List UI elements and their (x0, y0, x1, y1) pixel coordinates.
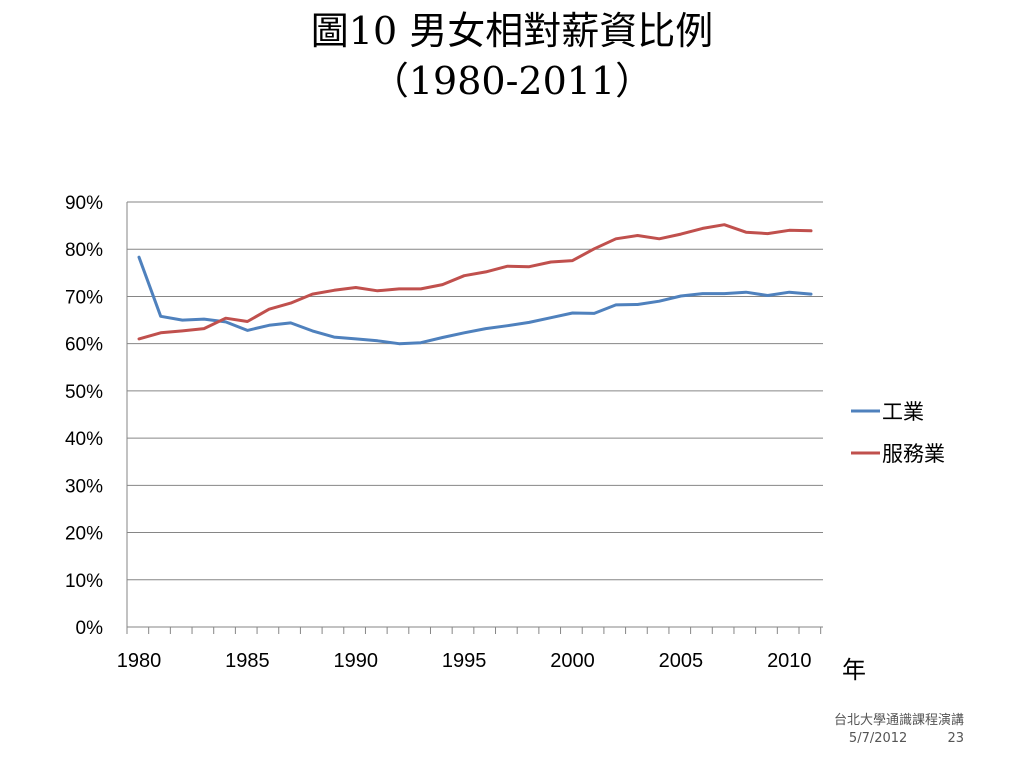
title-line-2: （1980-2011） (370, 59, 654, 103)
y-tick-label: 80% (65, 240, 103, 261)
y-tick-label: 60% (65, 335, 103, 356)
x-tick-label: 1990 (334, 650, 379, 672)
legend-label: 工業 (882, 400, 924, 424)
slide-title: 圖10 男女相對薪資比例 （1980-2011） (0, 6, 1024, 106)
footer-org: 台北大學通識課程演講 (833, 713, 964, 728)
gridlines (127, 201, 823, 581)
footer-page-number: 23 (947, 731, 964, 746)
y-tick-label: 10% (65, 571, 103, 592)
x-tick-label: 1980 (117, 650, 162, 672)
legend-label: 服務業 (882, 442, 945, 466)
y-tick-label: 90% (65, 193, 103, 214)
series-line-0 (137, 255, 813, 346)
y-tick-label: 0% (76, 618, 104, 639)
slide-footer: 台北大學通識課程演講 5/7/2012 23 (834, 712, 964, 748)
y-tick-label: 30% (65, 476, 103, 497)
x-tick-label: 1985 (225, 650, 270, 672)
x-tick-label: 2005 (659, 650, 704, 672)
title-line-1: 圖10 男女相對薪資比例 (310, 9, 714, 53)
axes: 0% 10% 20% 30% 40% 50% 60% 70% 80% 90% 1980 1985 199… (65, 193, 866, 684)
footer-date: 5/7/2012 (848, 731, 908, 746)
series-line-1 (137, 223, 813, 341)
y-tick-label: 70% (65, 287, 103, 308)
x-tick-label: 2000 (550, 650, 595, 672)
y-tick-label: 50% (65, 382, 103, 403)
x-axis-label: 年 (842, 656, 866, 684)
y-tick-label: 20% (65, 524, 103, 545)
series-lines (137, 223, 813, 346)
x-tick-label: 1995 (442, 650, 487, 672)
x-tick-label: 2010 (767, 650, 812, 672)
y-tick-label: 40% (65, 429, 103, 450)
